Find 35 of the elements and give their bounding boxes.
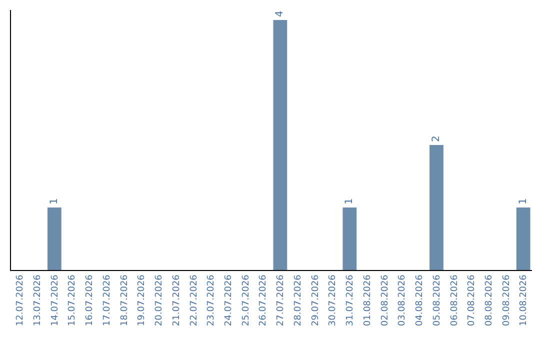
x-tick-label: 04.08.2026 — [415, 274, 426, 326]
x-tick-label: 05.08.2026 — [432, 274, 442, 326]
x-tick-label: 25.07.2026 — [241, 274, 252, 326]
x-tick-label: 09.08.2026 — [502, 274, 512, 326]
x-tick-label: 16.07.2026 — [85, 274, 96, 326]
data-label: 1 — [518, 198, 529, 204]
x-tick-label: 10.08.2026 — [519, 274, 530, 326]
data-label: 2 — [430, 136, 442, 142]
x-tick-label: 15.07.2026 — [68, 274, 78, 326]
x-tick-label: 18.07.2026 — [120, 274, 130, 326]
x-tick-label: 22.07.2026 — [189, 274, 200, 326]
x-tick-label: 30.07.2026 — [328, 274, 338, 326]
data-label: 4 — [274, 10, 286, 17]
x-tick-label: 24.07.2026 — [224, 274, 234, 326]
x-tick-label: 01.08.2026 — [362, 274, 373, 326]
data-label: 1 — [48, 198, 60, 204]
x-tick-label: 14.07.2026 — [50, 274, 60, 326]
x-tick-label: 23.07.2026 — [206, 274, 217, 326]
x-tick-label: 08.08.2026 — [484, 274, 495, 326]
x-tick-label: 31.07.2026 — [346, 274, 356, 326]
x-tick-label: 03.08.2026 — [398, 274, 408, 326]
x-tick-label: 17.07.2026 — [102, 274, 112, 326]
x-tick-label: 29.07.2026 — [310, 274, 321, 326]
x-tick-label: 13.07.2026 — [32, 274, 43, 326]
x-tick-label: 26.07.2026 — [258, 274, 269, 326]
x-tick-label: 28.07.2026 — [293, 274, 304, 326]
x-tick-label: 19.07.2026 — [137, 274, 148, 326]
x-tick-label: 21.07.2026 — [172, 274, 182, 326]
x-tick-label: 07.08.2026 — [467, 274, 478, 326]
x-tick-label: 06.08.2026 — [450, 274, 460, 326]
x-tick-label: 20.07.2026 — [154, 274, 165, 326]
data-label: 1 — [344, 198, 356, 204]
x-tick-label: 12.07.2026 — [16, 274, 26, 326]
x-tick-label: 27.07.2026 — [276, 274, 286, 326]
x-tick-label: 02.08.2026 — [380, 274, 390, 326]
